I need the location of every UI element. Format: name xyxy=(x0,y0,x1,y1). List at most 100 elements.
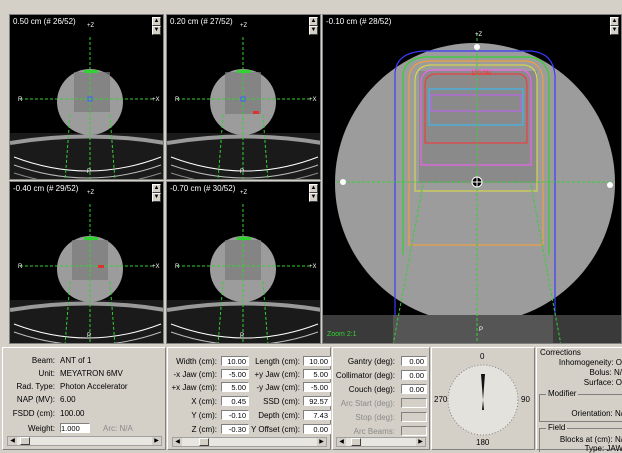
x-jaw-neg-label: -x Jaw (cm): xyxy=(173,370,217,379)
orient-right-label: +X xyxy=(309,97,317,103)
geometry-panel: Width (cm): 10.00 Length (cm): 10.00 -x … xyxy=(167,347,331,450)
y-jaw-pos-field[interactable]: 5.00 xyxy=(303,369,331,379)
angle-scrollbar[interactable]: ◀ ▶ xyxy=(336,437,426,447)
gantry-dial[interactable] xyxy=(432,348,536,451)
orient-bottom-label: P xyxy=(240,333,245,339)
dial-270-label: 270 xyxy=(434,395,448,404)
ct-slice-image xyxy=(167,204,320,343)
type-label: Type: JAW xyxy=(584,444,622,453)
y-field[interactable]: -0.10 xyxy=(221,410,249,420)
x-field[interactable]: 0.45 xyxy=(221,396,249,406)
orient-left-label: R xyxy=(175,264,180,270)
y-offset-label: Y Offset (cm): xyxy=(250,425,300,434)
y-jaw-neg-field[interactable]: -5.00 xyxy=(303,382,331,392)
rad-type-label: Rad. Type: xyxy=(16,382,55,391)
zoom-label: Zoom 2:1 xyxy=(327,331,357,338)
modifier-group: Modifier Orientation: N/ xyxy=(539,389,622,422)
beam-scrollbar[interactable]: ◀ ▶ xyxy=(7,436,162,446)
beam-label: Beam: xyxy=(31,356,55,365)
dial-180-label: 180 xyxy=(476,438,490,447)
geometry-scrollbar[interactable]: ◀ ▶ xyxy=(172,437,327,447)
scroll-thumb[interactable] xyxy=(199,438,209,446)
arc-start-label: Arc Start (deg): xyxy=(340,399,395,408)
slice-view-1[interactable]: 0.50 cm (# 26/52) +Z R +X P ▲ ▼ xyxy=(9,14,164,180)
scroll-thumb[interactable] xyxy=(351,438,361,446)
scroll-up-button[interactable]: ▲ xyxy=(152,17,161,26)
width-label: Width (cm): xyxy=(176,357,217,366)
dial-90-label: 90 xyxy=(521,395,530,404)
main-slice-label: -0.10 cm (# 28/52) xyxy=(326,17,392,26)
orient-bottom-label: P xyxy=(479,327,484,333)
length-field[interactable]: 10.00 xyxy=(303,356,331,366)
y-label: Y (cm): xyxy=(191,411,217,420)
beam-panel: Beam: ANT of 1 Unit: MEYATRON 6MV Rad. T… xyxy=(2,347,166,450)
gantry-label: Gantry (deg): xyxy=(347,357,395,366)
couch-label: Couch (deg): xyxy=(348,385,395,394)
z-label: Z (cm): xyxy=(191,425,217,434)
scroll-up-button[interactable]: ▲ xyxy=(610,17,619,26)
ct-dose-image xyxy=(323,33,621,343)
orient-right-label: +X xyxy=(152,97,160,103)
x-label: X (cm): xyxy=(191,397,217,406)
orient-top-label: +Z xyxy=(240,23,248,29)
nap-value: 6.00 xyxy=(60,395,76,404)
stop-field xyxy=(401,412,427,422)
x-jaw-pos-label: +x Jaw (cm): xyxy=(171,383,217,392)
surface-label: Surface: O xyxy=(583,378,622,387)
unit-value: MEYATRON 6MV xyxy=(60,369,123,378)
rad-type-value: Photon Accelerator xyxy=(60,382,128,391)
scroll-down-button[interactable]: ▼ xyxy=(152,193,161,202)
ssd-field[interactable]: 92.57 xyxy=(303,396,331,406)
arc-label: Arc: N/A xyxy=(103,424,133,433)
slice-label: 0.50 cm (# 26/52) xyxy=(13,17,76,26)
x-jaw-pos-field[interactable]: 5.00 xyxy=(221,382,249,392)
length-label: Length (cm): xyxy=(255,357,300,366)
orient-left-label: R xyxy=(18,264,23,270)
scroll-down-button[interactable]: ▼ xyxy=(309,26,318,35)
scroll-down-button[interactable]: ▼ xyxy=(610,26,619,35)
couch-field[interactable]: 0.00 xyxy=(401,384,427,394)
field-title: Field xyxy=(546,423,568,432)
z-field[interactable]: -0.30 xyxy=(221,424,249,434)
scroll-up-button[interactable]: ▲ xyxy=(152,184,161,193)
corrections-panel: Corrections Inhomogeneity: O Bolus: N/ S… xyxy=(536,347,622,453)
scroll-down-button[interactable]: ▼ xyxy=(309,193,318,202)
width-field[interactable]: 10.00 xyxy=(221,356,249,366)
fsdd-value: 100.00 xyxy=(60,409,85,418)
collimator-field[interactable]: 0.00 xyxy=(401,370,427,380)
fsdd-label: FSDD (cm): xyxy=(12,409,55,418)
x-jaw-neg-field[interactable]: -5.00 xyxy=(221,369,249,379)
slice-label: -0.70 cm (# 30/52) xyxy=(170,184,236,193)
ct-slice-image xyxy=(10,204,163,343)
scroll-thumb[interactable] xyxy=(20,437,30,445)
main-slice-view[interactable]: -0.10 cm (# 28/52) +Z P 100.0% Zoom 2:1 … xyxy=(322,14,622,344)
corrections-title: Corrections xyxy=(540,348,581,357)
orient-top-label: +Z xyxy=(475,32,483,38)
orient-bottom-label: P xyxy=(240,169,245,175)
orient-right-label: +X xyxy=(309,264,317,270)
y-jaw-neg-label: -y Jaw (cm): xyxy=(256,383,300,392)
slice-view-3[interactable]: -0.40 cm (# 29/52) +Z R +X P ▲ ▼ xyxy=(9,181,164,344)
angle-panel: Gantry (deg): 0.00 Collimator (deg): 0.0… xyxy=(332,347,430,450)
orient-left-label: R xyxy=(175,97,180,103)
modifier-title: Modifier xyxy=(546,389,579,398)
arc-beams-label: Arc Beams: xyxy=(353,427,395,436)
collimator-label: Collimator (deg): xyxy=(335,371,395,380)
scroll-up-button[interactable]: ▲ xyxy=(309,184,318,193)
orient-right-label: +X xyxy=(152,264,160,270)
slice-label: -0.40 cm (# 29/52) xyxy=(13,184,79,193)
depth-field[interactable]: 7.43 xyxy=(303,410,331,420)
gantry-field[interactable]: 0.00 xyxy=(401,356,427,366)
y-offset-field[interactable]: 0.00 xyxy=(303,424,331,434)
field-group: Field Blocks at (cm): N/ Type: JAW xyxy=(539,423,622,453)
scroll-down-button[interactable]: ▼ xyxy=(152,26,161,35)
scroll-up-button[interactable]: ▲ xyxy=(309,17,318,26)
slice-view-2[interactable]: 0.20 cm (# 27/52) +Z R +X P ▲ ▼ xyxy=(166,14,321,180)
slice-label: 0.20 cm (# 27/52) xyxy=(170,17,233,26)
orient-top-label: +Z xyxy=(87,190,95,196)
slice-view-4[interactable]: -0.70 cm (# 30/52) +Z R +X P ▲ ▼ xyxy=(166,181,321,344)
ct-slice-image xyxy=(167,37,320,179)
weight-field[interactable]: 1.000 xyxy=(60,423,90,433)
ssd-label: SSD (cm): xyxy=(263,397,300,406)
inhomogeneity-label: Inhomogeneity: O xyxy=(558,358,622,367)
